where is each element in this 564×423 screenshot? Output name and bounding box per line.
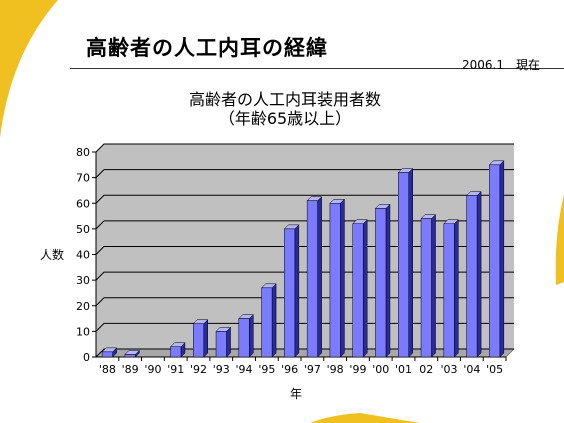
x-tick-label: '01	[395, 363, 412, 376]
y-tick-label: 20	[76, 300, 90, 313]
y-tick-label: 60	[76, 197, 90, 210]
x-tick-label: '04	[463, 363, 480, 376]
x-tick-label: '99	[349, 363, 366, 376]
bar-side	[385, 203, 391, 358]
bar-side	[408, 167, 413, 358]
x-tick-label: '90	[144, 363, 161, 376]
x-tick-label: '98	[327, 363, 344, 376]
bar-side	[476, 190, 482, 358]
slide-title: 高齢者の人工内耳の経緯	[86, 36, 328, 60]
bar	[193, 323, 204, 358]
bar-side	[454, 219, 459, 358]
chart-subtitle: （年齢65歳以上）	[218, 109, 352, 128]
gridline	[95, 194, 514, 204]
right-edge-decoration	[555, 195, 564, 285]
bar-side	[271, 283, 277, 358]
bar	[306, 200, 318, 358]
x-tick-label: '92	[190, 363, 207, 376]
corner-decoration	[0, 0, 58, 138]
y-tick-label: 80	[76, 146, 90, 159]
bar	[329, 203, 341, 358]
y-tick-label: 50	[76, 223, 90, 236]
y-tick-label: 70	[76, 172, 90, 185]
x-tick-label: '89	[122, 363, 139, 376]
bar	[420, 218, 432, 358]
x-tick-label: '05	[486, 363, 503, 376]
y-axis-label: 人数	[40, 247, 64, 262]
y-tick-label: 30	[76, 274, 90, 287]
bar	[375, 208, 387, 358]
bar-side	[317, 196, 322, 358]
chart-title: 高齢者の人工内耳装用者数	[188, 90, 381, 109]
x-tick-label: '93	[213, 363, 230, 376]
bar-side	[249, 313, 254, 358]
bar	[124, 354, 136, 358]
bar	[170, 346, 182, 358]
bar	[238, 318, 250, 358]
bar	[489, 164, 501, 358]
y-tick-label: 0	[83, 351, 90, 364]
bottom-edge-decoration	[310, 413, 420, 423]
bar	[466, 195, 478, 358]
x-tick-label: '88	[99, 363, 116, 376]
y-tick-label: 40	[76, 249, 90, 262]
bar-side	[431, 214, 436, 358]
bar-side	[362, 219, 368, 358]
bar-side	[340, 198, 345, 358]
bar	[101, 351, 113, 358]
bar-side	[226, 326, 231, 358]
y-tick-label: 10	[76, 325, 90, 338]
bar	[215, 331, 227, 358]
x-tick-label: '00	[372, 363, 389, 376]
title-divider	[70, 68, 564, 69]
gridline	[95, 143, 514, 153]
bar	[261, 287, 273, 358]
bar-side	[294, 224, 300, 358]
bar-side	[203, 319, 208, 358]
bar	[443, 223, 455, 358]
date-note: 2006.1 現在	[462, 58, 540, 72]
bar	[352, 223, 364, 358]
gridline	[95, 169, 514, 178]
x-tick-label: '94	[236, 363, 253, 376]
x-tick-label: 02	[419, 363, 433, 376]
bar	[284, 228, 296, 358]
bar-side	[499, 160, 505, 358]
x-tick-label: '95	[258, 363, 275, 376]
bar	[398, 172, 409, 358]
x-tick-label: '96	[281, 363, 298, 376]
x-tick-label: '03	[441, 363, 458, 376]
x-axis-label: 年	[290, 387, 302, 401]
x-tick-label: '91	[167, 363, 184, 376]
x-tick-label: '97	[304, 363, 321, 376]
